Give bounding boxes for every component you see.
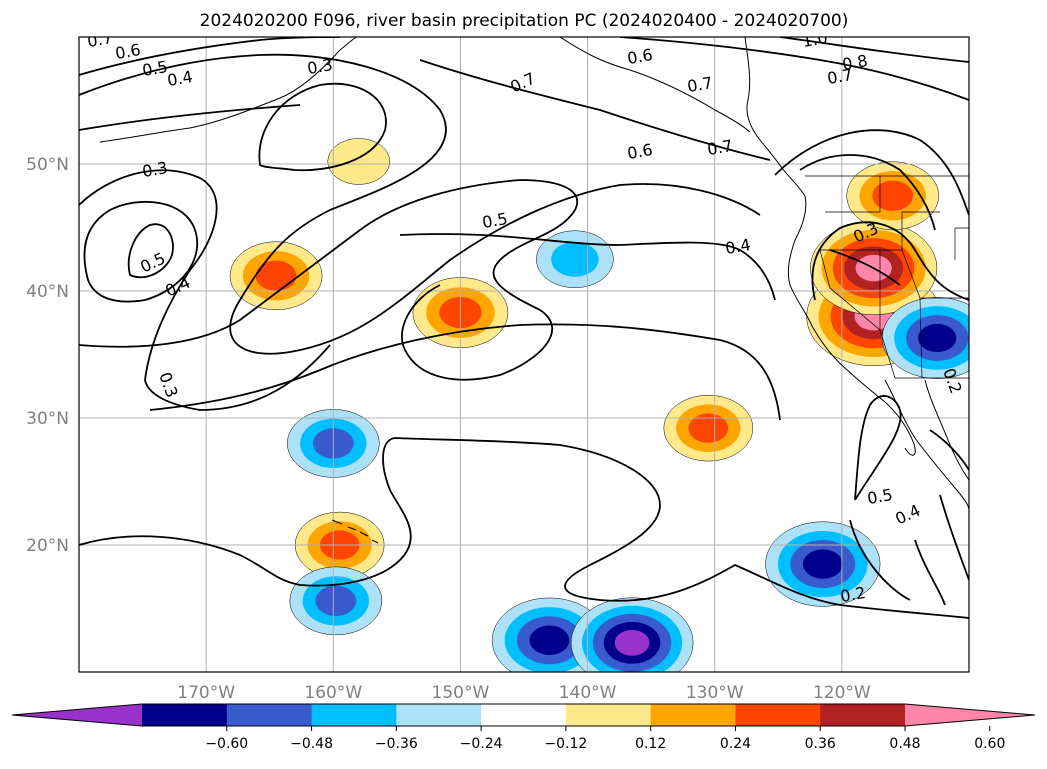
lon-tick-label: 150°W [432, 683, 490, 703]
colorbar-tick-label: −0.48 [290, 736, 333, 752]
anomaly-blob [881, 297, 969, 379]
alaska-panhandle [559, 37, 751, 133]
map-frame [78, 36, 970, 673]
anomaly-blob [289, 566, 383, 636]
contour-label: 0.4 [166, 67, 194, 90]
contour-label: 0.6 [626, 45, 654, 68]
contour-lines [79, 37, 969, 619]
colorbar-segment [226, 704, 313, 726]
anomaly-fill-level [802, 549, 843, 579]
north-american-coastline [744, 37, 916, 456]
anomaly-fill-level [255, 260, 297, 291]
anomaly-blob [846, 161, 939, 230]
colorbar-segment [396, 704, 482, 726]
lon-tick-label: 130°W [686, 683, 744, 703]
anomaly-fill-level [551, 241, 599, 277]
contour-label: 0.7 [826, 65, 854, 88]
colorbar-segment [481, 704, 567, 726]
colorbar-tick-label: −0.24 [460, 736, 503, 752]
anomaly-blob [229, 241, 323, 311]
tick-layer: 170°W 160°W 150°W 140°W 130°W 120°W 20°N 30°N 40… [26, 155, 871, 703]
colorbar-segment [820, 704, 906, 726]
contour-label: 1.0 [801, 28, 829, 51]
contour-label: 0.3 [141, 158, 169, 181]
admin-borders [805, 175, 969, 379]
colorbar-tick-label: 0.48 [889, 736, 920, 752]
contour-label: 0.8 [841, 51, 869, 74]
anomaly-fill-level [327, 138, 390, 185]
anomaly-blob [327, 138, 390, 185]
contour-label: 0.7 [686, 73, 714, 96]
contour-label: 0.6 [114, 40, 142, 63]
chart-title: 2024020200 F096, river basin precipitati… [200, 11, 849, 31]
lon-tick-label: 120°W [813, 683, 871, 703]
anomaly-blob [765, 521, 881, 607]
colorbar-tick-label: −0.12 [544, 736, 587, 752]
contour-label: 0.3 [306, 55, 334, 78]
contour-label: 0.5 [866, 485, 894, 508]
lat-tick-label: 30°N [26, 409, 69, 429]
colorbar-tick-label: 0.60 [974, 736, 1005, 752]
colorbar-tick-label: 0.12 [635, 736, 666, 752]
anomaly-fill-level [872, 180, 914, 211]
anomaly-fill-level [315, 585, 357, 616]
colorbar-tick-label: 0.24 [720, 736, 751, 752]
contour-label: 0.7 [706, 136, 734, 159]
anomaly-blob [536, 230, 614, 288]
colorbar-extend-min [12, 704, 142, 726]
colorbar-segment [650, 704, 736, 726]
lat-tick-label: 40°N [26, 282, 69, 302]
colorbar-segment [735, 704, 821, 726]
contour-label: 0.5 [481, 209, 509, 232]
anomaly-blob [663, 395, 754, 462]
anomaly-blob [491, 597, 607, 672]
lon-tick-label: 170°W [177, 683, 235, 703]
colorbar-tick-label: −0.60 [205, 736, 248, 752]
alaska-aleutians [99, 37, 358, 143]
anomaly-fill-level [688, 413, 729, 443]
colorbar-tick-label: 0.36 [805, 736, 836, 752]
contour-label: 0.4 [724, 235, 752, 258]
anomaly-fill-level [918, 323, 957, 353]
colorbar-segment [142, 704, 228, 726]
gulf-coastline [924, 379, 969, 481]
lat-tick-label: 50°N [26, 155, 69, 175]
contour-label: 0.6 [626, 140, 654, 163]
colorbar: −0.60 −0.48 −0.36 −0.24 −0.12 0.12 0.24 0.36 0.4… [11, 703, 1036, 752]
colorbar-segment [311, 704, 397, 726]
contour-label: 0.7 [86, 28, 114, 51]
colorbar-tick-label: −0.36 [375, 736, 418, 752]
contour-label: 0.2 [839, 583, 867, 606]
colorbar-extend-max [905, 704, 1035, 726]
anomaly-blob [570, 597, 694, 672]
lon-tick-label: 140°W [559, 683, 617, 703]
coastlines [99, 37, 969, 544]
hawaii-islands [331, 519, 379, 544]
anomaly-fill-level [529, 625, 570, 655]
colorbar-outline [11, 703, 1036, 727]
lat-tick-label: 20°N [26, 536, 69, 556]
contour-label: 0.5 [141, 57, 169, 80]
lon-tick-label: 160°W [304, 683, 362, 703]
anomaly-fill-level [614, 629, 650, 656]
colorbar-segment [565, 704, 652, 726]
